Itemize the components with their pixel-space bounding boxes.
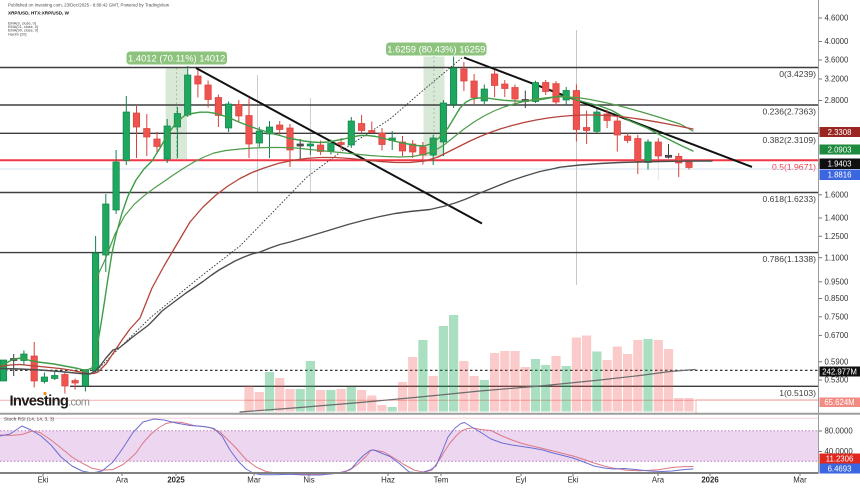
svg-text:1.6000: 1.6000 bbox=[825, 191, 850, 200]
svg-text:0.236(2.7363): 0.236(2.7363) bbox=[762, 107, 816, 117]
svg-text:0.382(2.3109): 0.382(2.3109) bbox=[762, 135, 816, 145]
svg-text:1.8816: 1.8816 bbox=[828, 171, 852, 180]
svg-text:Investing.com: Investing.com bbox=[10, 394, 90, 410]
svg-text:EMA(21, close, 0): EMA(21, close, 0) bbox=[8, 25, 39, 29]
svg-text:0.5(1.9671): 0.5(1.9671) bbox=[772, 162, 816, 172]
svg-text:65.624M: 65.624M bbox=[824, 398, 854, 407]
svg-text:Published on Investing.com, 23: Published on Investing.com, 23/Dec/2025 … bbox=[8, 2, 170, 7]
svg-text:4.6000: 4.6000 bbox=[825, 14, 850, 23]
svg-text:Stoch RSI (14, 14, 3, 3): Stoch RSI (14, 14, 3, 3) bbox=[4, 417, 55, 423]
svg-text:2.8000: 2.8000 bbox=[825, 96, 850, 105]
svg-text:Eki: Eki bbox=[568, 476, 579, 485]
svg-text:Mar: Mar bbox=[793, 476, 807, 485]
svg-text:Nis: Nis bbox=[303, 476, 314, 485]
svg-text:3.2000: 3.2000 bbox=[825, 75, 850, 84]
svg-text:2.3308: 2.3308 bbox=[828, 128, 852, 137]
svg-text:0.786(1.1338): 0.786(1.1338) bbox=[762, 254, 816, 264]
svg-text:1.1000: 1.1000 bbox=[825, 253, 850, 262]
svg-text:Ara: Ara bbox=[652, 476, 665, 485]
svg-text:6.4693: 6.4693 bbox=[828, 464, 852, 473]
svg-text:0.8500: 0.8500 bbox=[825, 294, 850, 303]
svg-text:1.4000: 1.4000 bbox=[825, 214, 850, 223]
svg-text:0.7500: 0.7500 bbox=[825, 313, 850, 322]
svg-text:80.0000: 80.0000 bbox=[825, 427, 854, 436]
svg-text:1.9403: 1.9403 bbox=[828, 160, 852, 169]
svg-text:EMA(9, close, 0): EMA(9, close, 0) bbox=[8, 21, 37, 25]
svg-text:2026: 2026 bbox=[701, 476, 719, 485]
svg-text:0.618(1.6233): 0.618(1.6233) bbox=[762, 194, 816, 204]
svg-text:Haz: Haz bbox=[381, 476, 395, 485]
svg-text:11.2306: 11.2306 bbox=[826, 454, 854, 463]
svg-text:Hacim (20): Hacim (20) bbox=[8, 32, 27, 36]
svg-text:Eyl: Eyl bbox=[516, 476, 527, 485]
svg-text:2025: 2025 bbox=[167, 476, 185, 485]
svg-text:0.9500: 0.9500 bbox=[825, 278, 850, 287]
svg-text:Tem: Tem bbox=[434, 476, 449, 485]
svg-text:Ara: Ara bbox=[116, 476, 129, 485]
svg-text:Eki: Eki bbox=[38, 476, 49, 485]
svg-text:242.977M: 242.977M bbox=[822, 367, 857, 376]
svg-text:2.0903: 2.0903 bbox=[828, 145, 852, 154]
svg-text:3.6000: 3.6000 bbox=[825, 56, 850, 65]
svg-text:40.0000: 40.0000 bbox=[825, 447, 854, 456]
svg-text:0.5300: 0.5300 bbox=[825, 376, 850, 385]
svg-text:1.6259 (80.43%) 16259: 1.6259 (80.43%) 16259 bbox=[387, 43, 485, 54]
svg-text:0.5900: 0.5900 bbox=[825, 358, 850, 367]
svg-text:XRP/USD, HTX:XRP/USD, W: XRP/USD, HTX:XRP/USD, W bbox=[8, 11, 70, 16]
svg-text:4.0000: 4.0000 bbox=[825, 37, 850, 46]
svg-text:EMA(99, close, 0): EMA(99, close, 0) bbox=[8, 29, 39, 33]
svg-text:Mar: Mar bbox=[247, 476, 261, 485]
svg-text:0(3.4239): 0(3.4239) bbox=[779, 69, 816, 79]
svg-text:1.4012 (70.11%) 14012: 1.4012 (70.11%) 14012 bbox=[128, 52, 225, 63]
svg-text:1(0.5103): 1(0.5103) bbox=[779, 388, 816, 398]
svg-text:1.2500: 1.2500 bbox=[825, 232, 850, 241]
svg-text:0.6700: 0.6700 bbox=[825, 331, 850, 340]
